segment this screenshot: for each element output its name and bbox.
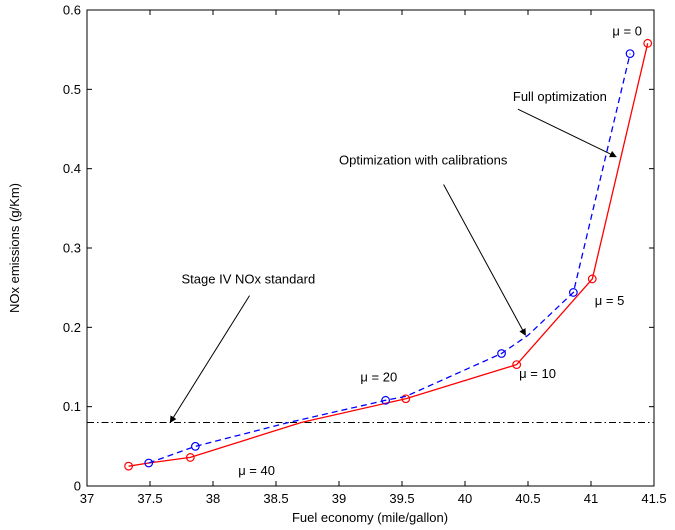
- annotation-arrow: [517, 108, 617, 158]
- annotation-label: Full optimization: [513, 89, 607, 104]
- x-tick-label: 38: [206, 491, 220, 506]
- series-0-point: [512, 360, 522, 370]
- annotation-label: μ = 40: [238, 463, 275, 478]
- y-tick-label: 0.2: [63, 320, 81, 335]
- annotation-label: μ = 5: [595, 293, 625, 308]
- x-axis-label: Fuel economy (mile/gallon): [292, 510, 448, 525]
- x-tick-label: 41.5: [641, 491, 666, 506]
- annotation-label: Stage IV NOx standard: [182, 272, 316, 287]
- annotation-label: μ = 10: [519, 366, 556, 381]
- annotation-label: μ = 0: [612, 23, 642, 38]
- x-tick-label: 40: [458, 491, 472, 506]
- series-1-point: [381, 395, 391, 405]
- series-0-point: [185, 453, 195, 462]
- series-1-point: [568, 288, 578, 297]
- annotation-arrow: [443, 184, 526, 336]
- y-tick-label: 0: [74, 479, 81, 494]
- x-tick-label: 39.5: [389, 491, 414, 506]
- series-1-point: [497, 349, 506, 358]
- axis-ticks: [86, 9, 655, 487]
- series-layer: [87, 38, 654, 471]
- series-0-point: [587, 274, 597, 284]
- y-tick-label: 0.5: [63, 82, 81, 97]
- y-tick-label: 0.1: [63, 399, 81, 414]
- series-1-point: [190, 441, 200, 451]
- tick-labels: 37 37.5 38 38.5 39 39.5 40 40.5 41 41.5 0 0.1 0.2 0.3…: [63, 3, 667, 507]
- annotation-layer: Full optimization Optimization with calib…: [169, 23, 642, 478]
- series-line-0: [128, 43, 649, 467]
- series-0-point: [124, 461, 133, 471]
- x-tick-label: 37: [80, 491, 94, 506]
- series-0-point: [401, 394, 411, 404]
- y-tick-label: 0.6: [63, 3, 81, 18]
- series-1-point: [625, 49, 635, 59]
- annotation-label: μ = 20: [360, 369, 397, 384]
- plot-frame: [86, 9, 655, 487]
- plot-area: [87, 10, 654, 486]
- series-line-1: [148, 53, 631, 464]
- x-tick-label: 41: [584, 491, 598, 506]
- x-tick-label: 39: [332, 491, 346, 506]
- x-tick-label: 40.5: [515, 491, 540, 506]
- y-tick-label: 0.3: [63, 241, 81, 256]
- series-0-point: [643, 38, 653, 48]
- y-axis-label: NOx emissions (g/Km): [7, 183, 22, 313]
- series-1-point: [144, 458, 154, 468]
- x-tick-label: 38.5: [263, 491, 288, 506]
- annotation-label: Optimization with calibrations: [339, 153, 508, 168]
- annotation-arrow: [169, 295, 250, 424]
- y-tick-label: 0.4: [63, 161, 81, 176]
- x-tick-label: 37.5: [137, 491, 162, 506]
